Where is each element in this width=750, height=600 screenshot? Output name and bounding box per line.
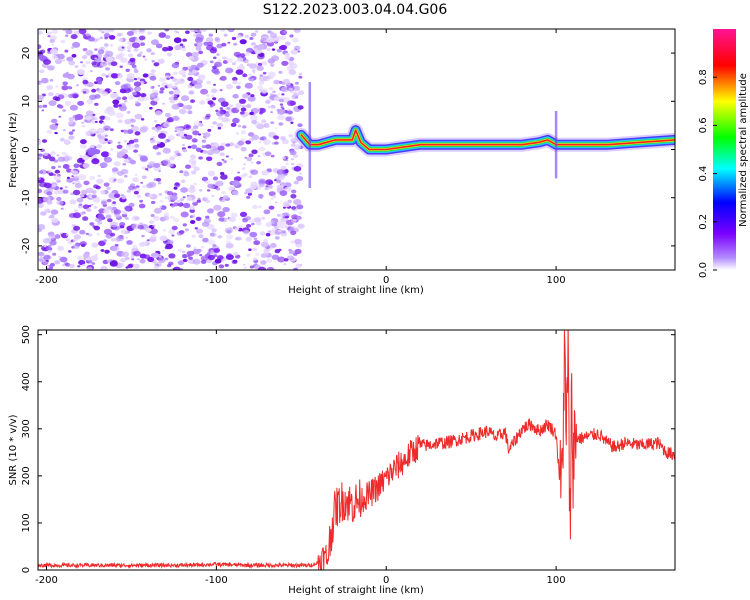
snr-xlabel: Height of straight line (km) [288,585,424,596]
snr-y-tick-label: 100 [21,513,32,532]
spectrogram-xlabel: Height of straight line (km) [288,285,424,296]
colorbar-tick-label: 0.0 [698,262,709,278]
snr-y-tick-label: 200 [21,466,32,485]
snr-x-tick-label: 100 [547,575,566,586]
spectrogram-y-tick-label: 10 [21,95,32,108]
spectrogram-x-tick-label: 100 [547,275,566,286]
colorbar-tick-label: 0.4 [698,166,709,182]
signal-ridge [294,82,675,189]
snr-plot-area [38,330,675,570]
colorbar-tick-label: 0.8 [698,69,709,85]
spectrogram-y-tick-label: -10 [21,190,32,206]
noise-region [38,29,305,270]
spectrogram-ylabel: Frequency (Hz) [8,112,19,188]
spectrogram-y-tick-label: 20 [21,47,32,60]
colorbar-label: Normalized spectral amplitude [738,73,749,227]
spectrogram-x-tick-label: -100 [205,275,228,286]
snr-y-tick-label: 0 [21,567,32,573]
snr-x-tick-label: -200 [35,575,58,586]
snr-ylabel: SNR (10 * v/v) [8,414,19,485]
colorbar: 0.0 0.2 0.4 0.6 0.8 Normalized spectral ampl… [698,29,749,278]
snr-y-tick-label: 500 [21,325,32,344]
colorbar-gradient [713,29,736,270]
snr-panel: -200 -100 0 100 0 100 200 300 400 500 Height of s… [8,325,676,596]
snr-y-tick-label: 400 [21,372,32,391]
spectrogram-x-tick-label: 0 [383,275,389,286]
ridge-layer-5 [300,129,675,151]
spectrogram-x-tick-label: -200 [35,275,58,286]
snr-ticks: -200 -100 0 100 0 100 200 300 400 500 [21,325,675,586]
colorbar-tick-label: 0.6 [698,117,709,133]
colorbar-tick-label: 0.2 [698,214,709,230]
snr-frame [37,329,676,571]
spectrogram-y-tick-label: -20 [21,238,32,254]
spectrogram-plot-area [38,29,675,270]
snr-series-line [38,330,675,570]
colorbar-ticks: 0.0 0.2 0.4 0.6 0.8 [698,69,717,278]
figure-title: S122.2023.003.04.04.G06 [263,2,448,18]
snr-y-tick-label: 300 [21,419,32,438]
spectrogram-y-tick-label: 0 [21,146,32,152]
snr-x-tick-label: 0 [383,575,389,586]
snr-x-tick-label: -100 [205,575,228,586]
